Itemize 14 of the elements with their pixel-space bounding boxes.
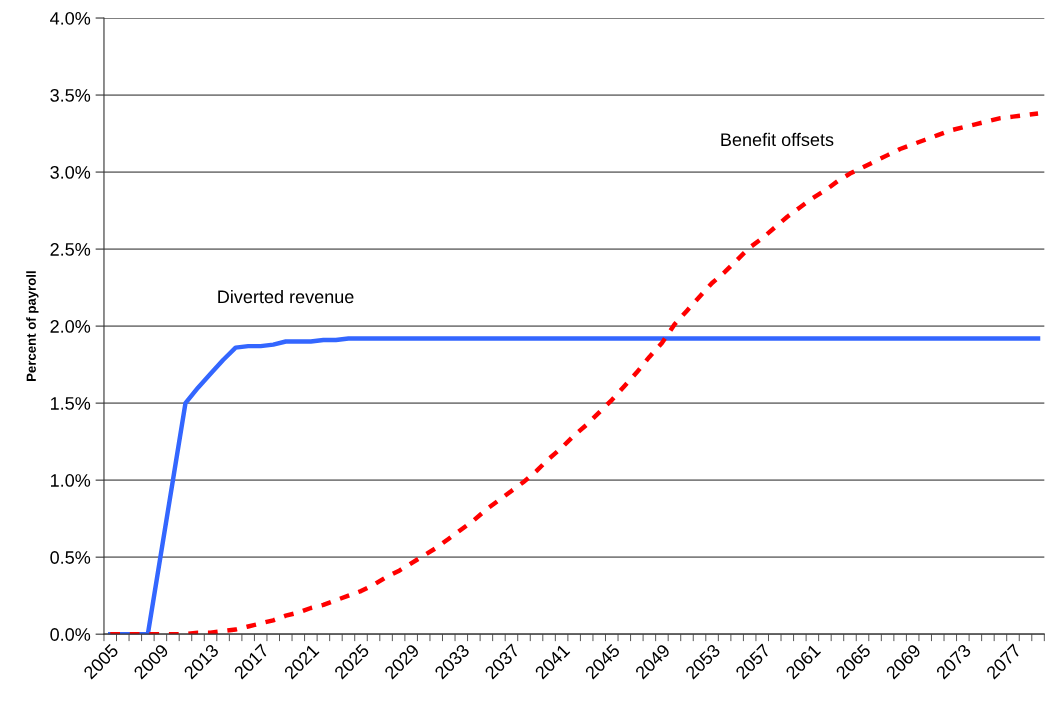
- y-tick-label: 1.5%: [51, 397, 91, 410]
- line-series: [108, 111, 1041, 635]
- series-label: Diverted revenue: [218, 289, 354, 304]
- y-tick-label: 2.0%: [50, 320, 91, 333]
- y-axis-title: Percent of payroll: [26, 271, 39, 381]
- line-series: [108, 336, 1041, 635]
- y-tick-label: 4.0%: [50, 11, 91, 25]
- y-tick-label: 3.0%: [50, 166, 91, 179]
- y-tick-label: 3.5%: [50, 88, 91, 102]
- series-label: Benefit offsets: [721, 132, 834, 147]
- y-tick-label: 1.0%: [51, 474, 91, 487]
- y-tick-label: 0.0%: [50, 628, 91, 641]
- y-tick-label: 0.5%: [50, 551, 91, 564]
- y-tick-label: 2.5%: [50, 243, 91, 256]
